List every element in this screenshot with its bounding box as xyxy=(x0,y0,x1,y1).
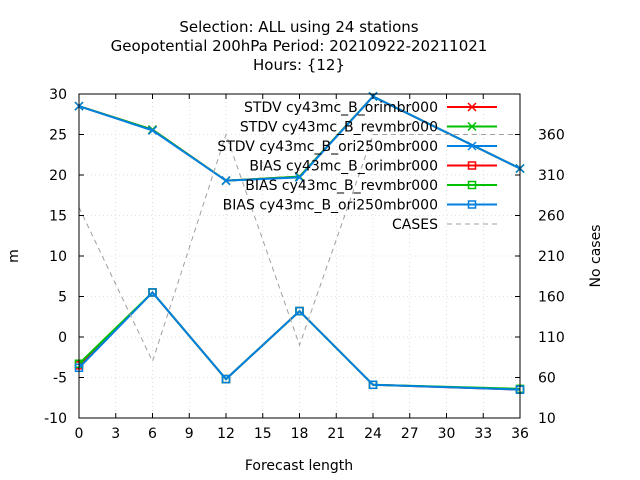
data-point xyxy=(147,125,158,135)
y2-tick-label: 210 xyxy=(538,249,565,265)
series-line xyxy=(78,290,521,391)
x-tick-label: 21 xyxy=(327,426,345,442)
y-tick-label: 25 xyxy=(49,128,67,144)
y2-tick-label: 260 xyxy=(538,209,565,225)
data-point xyxy=(294,172,305,182)
y2-tick-label: 310 xyxy=(538,168,565,184)
legend: STDV cy43mc_B_orimbr000 STDV cy43mc_B_rev… xyxy=(217,100,497,233)
title-line-3: Hours: {12} xyxy=(253,56,345,74)
legend-entry-marker xyxy=(467,200,477,209)
legend-entry-marker xyxy=(467,121,477,132)
y-tick-label: -5 xyxy=(53,371,67,387)
y-tick-label: 20 xyxy=(49,168,67,184)
x-axis-label: Forecast length xyxy=(245,458,353,474)
x-tick-label: 24 xyxy=(364,426,382,442)
legend-entry-label: BIAS cy43mc_B_orimbr000 xyxy=(249,159,438,175)
x-tick-label: 18 xyxy=(291,426,309,442)
chart-title: Selection: ALL using 24 stationsGeopoten… xyxy=(111,18,488,74)
y-tick-label: 10 xyxy=(49,249,67,265)
y2-tick-label: 360 xyxy=(538,128,565,144)
y2-axis-label: No cases xyxy=(588,225,604,288)
y-tick-label: 30 xyxy=(49,87,67,103)
legend-entry-label: STDV cy43mc_B_revmbr000 xyxy=(240,120,438,136)
x-axis-ticks: 0 3 6 9 12 15 18 21 24 27 30 33 36 xyxy=(75,94,529,442)
x-tick-label: 3 xyxy=(111,426,120,442)
legend-entry-marker xyxy=(467,102,477,112)
x-tick-label: 30 xyxy=(438,426,456,442)
y-axis-label: m xyxy=(6,249,22,263)
legend-entry-label: BIAS cy43mc_B_ori250mbr000 xyxy=(223,198,438,214)
y-tick-label: 5 xyxy=(58,290,67,306)
y-tick-label: 15 xyxy=(49,209,67,225)
grid xyxy=(79,94,520,418)
legend-entry-marker xyxy=(467,161,477,170)
legend-entry-label: CASES xyxy=(392,217,438,233)
y2-tick-label: 10 xyxy=(538,411,556,427)
legend-entry-marker xyxy=(467,141,477,151)
x-tick-label: 9 xyxy=(185,426,194,442)
series-layer xyxy=(74,91,525,394)
data-point xyxy=(295,306,304,316)
y2-tick-label: 60 xyxy=(538,371,556,387)
data-point xyxy=(148,288,157,297)
x-tick-label: 6 xyxy=(148,426,157,442)
data-point xyxy=(221,176,231,186)
y-tick-label: 0 xyxy=(58,330,67,346)
y2-tick-label: 160 xyxy=(538,290,565,306)
x-tick-label: 27 xyxy=(401,426,419,442)
x-tick-label: 12 xyxy=(217,426,235,442)
series-line xyxy=(78,95,521,182)
title-line-1: Selection: ALL using 24 stations xyxy=(179,18,418,36)
legend-entry-label: STDV cy43mc_B_ori250mbr000 xyxy=(217,139,438,155)
y2-tick-label: 110 xyxy=(538,330,565,346)
x-tick-label: 33 xyxy=(474,426,492,442)
data-point xyxy=(368,380,378,390)
data-point xyxy=(221,374,231,384)
x-tick-label: 0 xyxy=(75,426,84,442)
legend-entry-marker xyxy=(467,180,477,190)
title-line-2: Geopotential 200hPa Period: 20210922-202… xyxy=(111,37,488,55)
y2-axis-ticks: 10 60 110 160 210 260 310 360 xyxy=(515,128,565,427)
legend-entry-label: BIAS cy43mc_B_revmbr000 xyxy=(245,178,438,194)
legend-entry-label: STDV cy43mc_B_orimbr000 xyxy=(244,100,438,116)
y-axis-ticks: -10 -5 0 5 10 15 20 25 30 xyxy=(44,87,84,427)
y-tick-label: -10 xyxy=(44,411,67,427)
x-tick-label: 36 xyxy=(511,426,529,442)
x-tick-label: 15 xyxy=(254,426,272,442)
